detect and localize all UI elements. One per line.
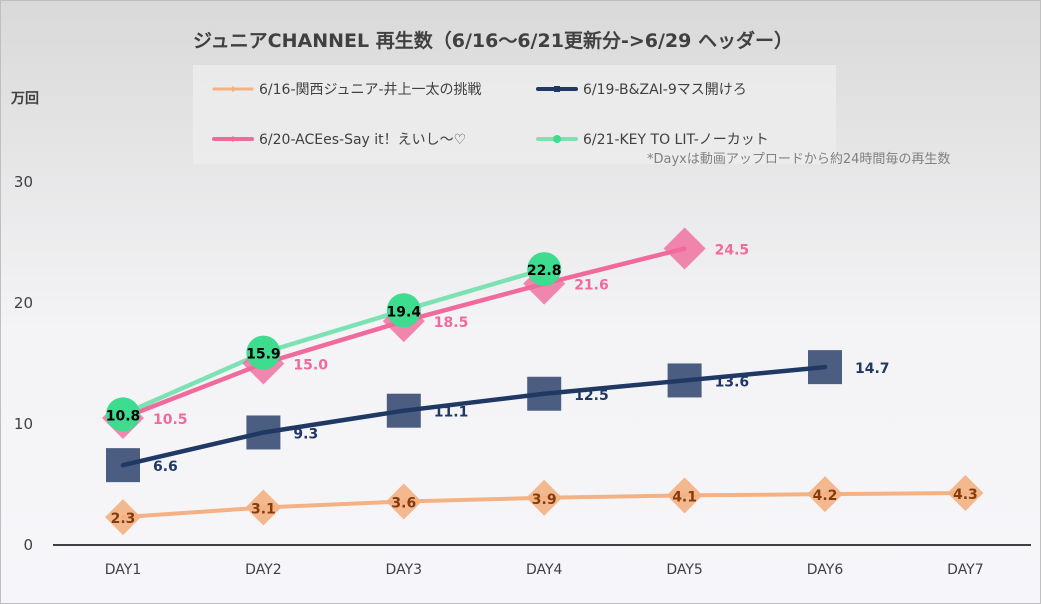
x-axis: DAY1 DAY2 DAY3 DAY4 DAY5 DAY6 DAY7 [105, 562, 984, 578]
data-label: 4.3 [953, 487, 978, 503]
legend-entry-label: 6/20-ACEes-Say it！えいし〜♡ [259, 132, 466, 148]
data-label: 24.5 [715, 243, 750, 259]
data-point-marker [947, 474, 984, 511]
x-tick-label: DAY5 [666, 562, 702, 578]
legend-box [193, 65, 836, 164]
data-point-marker [246, 415, 281, 450]
data-label: 2.3 [111, 511, 136, 527]
data-label: 10.8 [106, 408, 141, 424]
y-axis: 0 10 20 30 [14, 173, 33, 554]
x-tick-label: DAY6 [807, 562, 844, 578]
legend-entry-label: 6/21-KEY TO LIT-ノーカット [583, 132, 769, 148]
data-point-marker [807, 476, 843, 513]
data-label: 10.5 [153, 412, 188, 428]
legend-marker [230, 86, 236, 92]
series-line [120, 364, 828, 468]
data-label: 15.0 [293, 358, 328, 374]
legend-marker [230, 136, 236, 142]
data-label: 22.8 [527, 263, 562, 279]
x-tick-label: DAY4 [526, 562, 563, 578]
data-label: 18.5 [434, 315, 469, 331]
data-label: 11.1 [434, 405, 469, 421]
data-label: 4.1 [672, 489, 697, 505]
x-tick-label: DAY7 [947, 562, 983, 578]
data-point-marker [106, 448, 140, 483]
data-point-marker [105, 499, 141, 536]
y-tick-label: 20 [14, 294, 33, 312]
chart-title: ジュニアCHANNEL 再生数（6/16〜6/21更新分->6/29 ヘッダー） [193, 29, 793, 52]
legend-entry-label: 6/16-関西ジュニア-井上一太の挑戦 [259, 82, 482, 98]
data-point-marker [245, 489, 282, 526]
data-label: 3.6 [391, 495, 416, 511]
y-tick-label: 10 [14, 415, 33, 433]
data-point-marker [527, 376, 562, 411]
data-label: 3.1 [251, 501, 276, 517]
legend-entry-label: 6/19-B&ZAI-9マス開けろ [583, 82, 747, 98]
data-point-marker [663, 227, 706, 270]
x-tick-label: DAY3 [386, 562, 422, 578]
data-label: 21.6 [574, 278, 609, 294]
data-label: 13.6 [715, 374, 750, 390]
legend-marker [553, 135, 561, 143]
y-tick-label: 0 [23, 536, 33, 554]
data-point-marker [386, 393, 421, 428]
data-point-marker [386, 293, 421, 328]
series-layer: 2.3 3.1 3.6 3.9 4.1 4.2 4.3 6.6 9.3 11.1 12.5 13.6 1… [102, 227, 984, 536]
data-label: 14.7 [855, 361, 890, 377]
data-point-marker [808, 350, 842, 385]
series-labels: 2.3 3.1 3.6 3.9 4.1 4.2 4.3 6.6 9.3 11.1 12.5 13.6 1… [106, 243, 978, 528]
data-label: 19.4 [387, 304, 422, 320]
data-point-marker [246, 335, 281, 370]
data-label: 6.6 [153, 459, 178, 475]
data-point-marker [526, 479, 563, 516]
data-point-marker [666, 477, 703, 514]
x-tick-label: DAY1 [105, 562, 141, 578]
data-label: 4.2 [813, 488, 838, 504]
data-point-marker [667, 363, 702, 398]
data-label: 12.5 [574, 388, 609, 404]
data-point-marker [106, 397, 140, 432]
legend-marker [554, 86, 560, 92]
data-point-marker [527, 252, 562, 287]
x-tick-label: DAY2 [245, 562, 281, 578]
footnote: *Dayxは動画アップロードから約24時間毎の再生数 [647, 151, 950, 167]
data-point-marker [385, 483, 422, 520]
data-label: 9.3 [293, 426, 318, 442]
data-label: 15.9 [246, 347, 281, 363]
series-markers [102, 227, 984, 536]
data-label: 3.9 [532, 492, 557, 508]
series-line [120, 266, 547, 417]
legend: 6/16-関西ジュニア-井上一太の挑戦 6/19-B&ZAI-9マス開けろ 6/20… [212, 82, 769, 148]
y-unit-label: 万回 [10, 91, 39, 107]
y-tick-label: 30 [14, 173, 33, 191]
